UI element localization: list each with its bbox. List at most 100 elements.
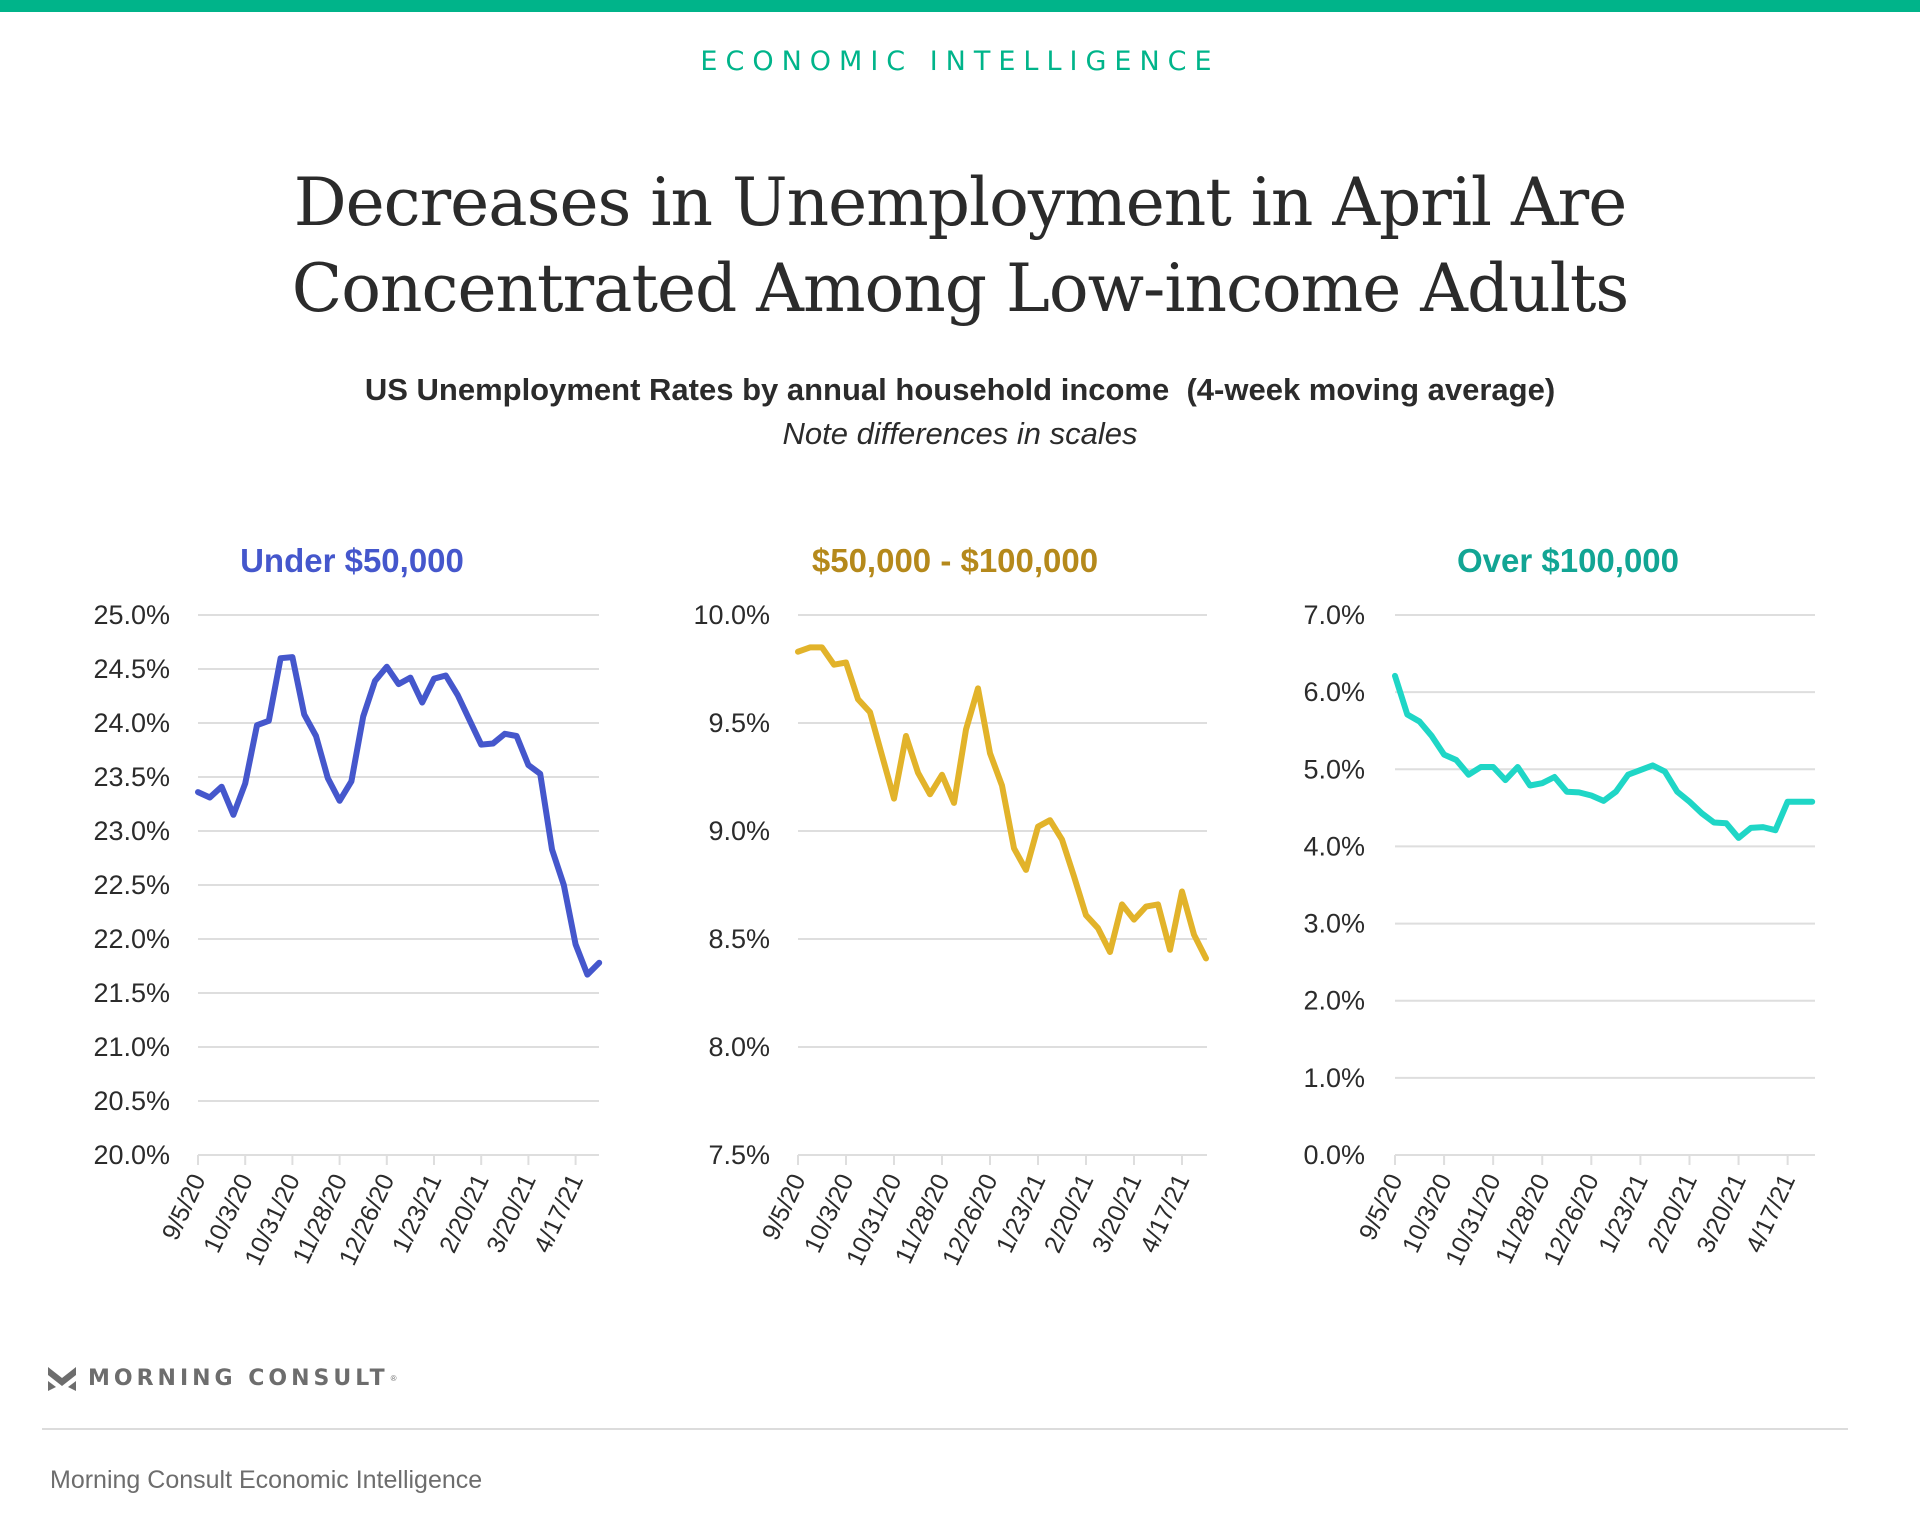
chart-title: Decreases in Unemployment in April Are C… bbox=[0, 160, 1920, 332]
data-point bbox=[891, 796, 897, 802]
data-point bbox=[407, 675, 413, 681]
y-tick-label: 8.5% bbox=[708, 924, 770, 954]
data-point bbox=[915, 770, 921, 776]
data-point bbox=[514, 733, 520, 739]
data-point bbox=[313, 733, 319, 739]
source-credit: Morning Consult Economic Intelligence bbox=[50, 1466, 483, 1494]
data-point bbox=[1047, 817, 1053, 823]
registered-mark: ® bbox=[390, 1374, 397, 1383]
data-point bbox=[1155, 901, 1161, 907]
x-tick-label: 9/5/20 bbox=[757, 1170, 812, 1245]
data-point bbox=[1441, 752, 1447, 758]
scale-note: Note differences in scales bbox=[782, 416, 1138, 451]
morning-consult-logo: MORNING CONSULT ® bbox=[48, 1366, 397, 1391]
data-point bbox=[1490, 764, 1496, 770]
data-point bbox=[1588, 793, 1594, 799]
y-tick-label: 22.0% bbox=[93, 924, 170, 954]
y-tick-label: 1.0% bbox=[1303, 1063, 1365, 1093]
top-accent-bar bbox=[0, 0, 1920, 12]
y-tick-label: 2.0% bbox=[1303, 986, 1365, 1016]
data-point bbox=[1167, 947, 1173, 953]
data-point bbox=[1613, 789, 1619, 795]
data-point bbox=[455, 692, 461, 698]
y-tick-label: 8.0% bbox=[708, 1032, 770, 1062]
data-point bbox=[360, 714, 366, 720]
data-point bbox=[1601, 798, 1607, 804]
y-tick-label: 22.5% bbox=[93, 870, 170, 900]
data-point bbox=[396, 681, 402, 687]
data-point bbox=[987, 750, 993, 756]
data-point bbox=[301, 711, 307, 717]
section-kicker: ECONOMIC INTELLIGENCE bbox=[700, 46, 1220, 77]
data-point bbox=[1564, 789, 1570, 795]
y-tick-label: 10.0% bbox=[693, 600, 770, 630]
y-tick-label: 4.0% bbox=[1303, 831, 1365, 861]
data-point bbox=[1191, 932, 1197, 938]
footer-divider bbox=[42, 1428, 1848, 1430]
data-point bbox=[490, 741, 496, 747]
y-tick-label: 9.0% bbox=[708, 816, 770, 846]
morning-consult-chevron-icon bbox=[48, 1366, 76, 1391]
data-point bbox=[242, 780, 248, 786]
data-point bbox=[1429, 733, 1435, 739]
data-point bbox=[384, 664, 390, 670]
chart-subtitle: US Unemployment Rates by annual househol… bbox=[364, 372, 1556, 407]
data-point bbox=[266, 718, 272, 724]
data-point bbox=[1466, 772, 1472, 778]
data-point bbox=[1392, 673, 1398, 679]
data-point bbox=[1095, 925, 1101, 931]
data-point bbox=[1699, 810, 1705, 816]
x-tick-label: 9/5/20 bbox=[1354, 1170, 1409, 1245]
data-point bbox=[1453, 757, 1459, 763]
data-point bbox=[1748, 825, 1754, 831]
y-tick-label: 25.0% bbox=[93, 600, 170, 630]
y-tick-label: 21.0% bbox=[93, 1032, 170, 1062]
data-point bbox=[1119, 901, 1125, 907]
data-point bbox=[443, 672, 449, 678]
series-line bbox=[195, 654, 603, 978]
y-tick-label: 5.0% bbox=[1303, 754, 1365, 784]
data-point bbox=[867, 709, 873, 715]
data-point bbox=[951, 800, 957, 806]
y-tick-label: 9.5% bbox=[708, 708, 770, 738]
data-point bbox=[1809, 799, 1815, 805]
data-point bbox=[1179, 888, 1185, 894]
data-point bbox=[584, 972, 590, 978]
data-point bbox=[903, 733, 909, 739]
y-tick-label: 24.0% bbox=[93, 708, 170, 738]
data-point bbox=[478, 742, 484, 748]
data-point bbox=[807, 644, 813, 650]
data-point bbox=[1502, 777, 1508, 783]
data-point bbox=[573, 941, 579, 947]
panel-title: $50,000 - $100,000 bbox=[812, 542, 1098, 579]
data-point bbox=[525, 762, 531, 768]
panel-title: Over $100,000 bbox=[1457, 542, 1679, 579]
data-point bbox=[831, 662, 837, 668]
data-point bbox=[1650, 762, 1656, 768]
data-point bbox=[1107, 949, 1113, 955]
data-point bbox=[927, 791, 933, 797]
series-line bbox=[795, 644, 1209, 962]
data-point bbox=[855, 696, 861, 702]
data-point bbox=[254, 722, 260, 728]
data-point bbox=[337, 798, 343, 804]
data-point bbox=[1772, 827, 1778, 833]
data-point bbox=[819, 644, 825, 650]
data-point bbox=[1071, 873, 1077, 879]
data-point bbox=[419, 699, 425, 705]
data-point bbox=[1059, 837, 1065, 843]
data-point bbox=[1527, 782, 1533, 788]
data-point bbox=[1515, 764, 1521, 770]
data-point bbox=[1478, 764, 1484, 770]
y-tick-label: 7.5% bbox=[708, 1140, 770, 1170]
data-point bbox=[372, 678, 378, 684]
data-point bbox=[1686, 799, 1692, 805]
y-tick-label: 24.5% bbox=[93, 654, 170, 684]
data-point bbox=[1662, 769, 1668, 775]
y-tick-label: 0.0% bbox=[1303, 1140, 1365, 1170]
data-point bbox=[1404, 712, 1410, 718]
data-point bbox=[325, 775, 331, 781]
chart-title-line-1: Decreases in Unemployment in April Are bbox=[293, 164, 1628, 241]
data-point bbox=[843, 660, 849, 666]
